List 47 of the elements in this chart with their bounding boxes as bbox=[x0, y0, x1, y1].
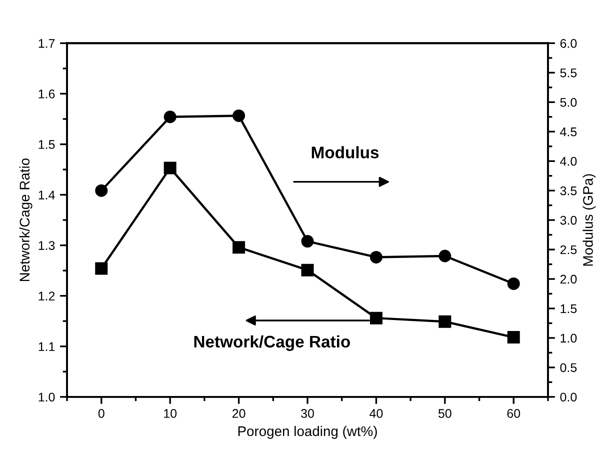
y2-tick-label: 5.5 bbox=[560, 68, 577, 78]
annotation: Modulus bbox=[312, 146, 379, 158]
y2-tick-label: 3.0 bbox=[560, 216, 577, 225]
point bbox=[164, 162, 176, 174]
y2-tick-label: 2.0 bbox=[560, 274, 577, 284]
x-tick-label: 0 bbox=[98, 409, 104, 418]
point bbox=[507, 331, 520, 344]
point bbox=[95, 184, 108, 197]
point bbox=[164, 110, 176, 124]
y-tick-label: 1.6 bbox=[38, 90, 55, 98]
y-tick-label: 1.7 bbox=[38, 39, 55, 48]
y2-tick-label: 4.0 bbox=[560, 156, 577, 166]
x-tick-label: 20 bbox=[232, 409, 246, 418]
y2-axis-title: Modulus (GPa) bbox=[582, 174, 596, 266]
y2-tick-label: 0.0 bbox=[560, 392, 577, 402]
x-tick-label: 50 bbox=[438, 409, 452, 418]
y2-tick-label: 0.5 bbox=[560, 363, 577, 372]
y2-tick-label: 6.0 bbox=[560, 39, 577, 48]
point bbox=[95, 262, 108, 275]
point bbox=[370, 250, 382, 264]
point bbox=[507, 277, 520, 290]
point bbox=[370, 312, 382, 324]
point bbox=[232, 109, 246, 122]
y-tick-label: 1.2 bbox=[38, 292, 55, 300]
y-tick-label: 1.5 bbox=[38, 140, 55, 149]
x-axis-title: Porogen loading (wt%) bbox=[238, 426, 377, 439]
y2-tick-label: 3.5 bbox=[560, 186, 577, 196]
y-tick-label: 1.4 bbox=[38, 190, 55, 200]
y-tick-label: 1.1 bbox=[38, 342, 55, 351]
y2-tick-label: 4.5 bbox=[560, 128, 577, 136]
annotation: Network/Cage Ratio bbox=[194, 335, 350, 351]
x-tick-label: 40 bbox=[370, 409, 383, 418]
point bbox=[301, 264, 314, 276]
y2-tick-label: 2.5 bbox=[560, 245, 577, 254]
point bbox=[438, 315, 452, 328]
point bbox=[301, 235, 314, 248]
point bbox=[232, 241, 246, 254]
x-tick-label: 30 bbox=[301, 409, 314, 418]
y2-tick-label: 1.0 bbox=[560, 334, 577, 343]
point bbox=[438, 250, 452, 262]
y-tick-label: 1.0 bbox=[38, 392, 55, 402]
y-tick-label: 1.3 bbox=[38, 241, 55, 250]
y2-tick-label: 5.0 bbox=[560, 98, 577, 107]
x-tick-label: 10 bbox=[164, 409, 177, 418]
y2-tick-label: 1.5 bbox=[560, 304, 577, 314]
x-tick-label: 60 bbox=[507, 409, 520, 418]
y-axis-title: Network/Cage Ratio bbox=[19, 158, 32, 282]
